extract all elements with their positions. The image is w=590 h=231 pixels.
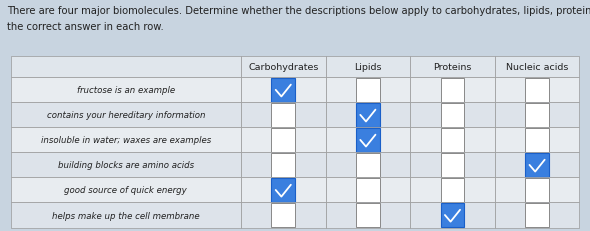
Bar [495, 103, 579, 128]
Bar [525, 203, 549, 227]
Bar [356, 178, 380, 202]
Bar [326, 203, 410, 228]
Bar [241, 103, 326, 128]
Bar [441, 203, 464, 227]
Bar [11, 57, 241, 78]
Text: the correct answer in each row.: the correct answer in each row. [7, 22, 164, 32]
Bar [241, 128, 326, 153]
Bar [441, 128, 464, 152]
Bar [410, 103, 495, 128]
Bar [271, 153, 295, 177]
Text: building blocks are amino acids: building blocks are amino acids [58, 161, 194, 170]
Bar [525, 128, 549, 152]
Bar [271, 203, 295, 227]
Bar [356, 128, 380, 152]
Bar [11, 153, 241, 178]
Bar [271, 128, 295, 152]
Bar [410, 57, 495, 78]
Bar [356, 153, 380, 177]
Text: helps make up the cell membrane: helps make up the cell membrane [52, 211, 199, 219]
Bar [495, 78, 579, 103]
Bar [441, 153, 464, 177]
Bar [326, 128, 410, 153]
Text: contains your hereditary information: contains your hereditary information [47, 111, 205, 120]
Bar [326, 78, 410, 103]
Bar [495, 128, 579, 153]
Bar [11, 78, 241, 103]
Text: Lipids: Lipids [354, 63, 382, 72]
Text: fructose is an example: fructose is an example [77, 86, 175, 95]
Bar [410, 178, 495, 203]
Bar [495, 57, 579, 78]
Bar [11, 128, 241, 153]
Bar [525, 178, 549, 202]
Bar [11, 103, 241, 128]
Bar [441, 79, 464, 102]
Bar [495, 203, 579, 228]
Text: Nucleic acids: Nucleic acids [506, 63, 568, 72]
Text: Carbohydrates: Carbohydrates [248, 63, 319, 72]
Bar [525, 79, 549, 102]
Bar [326, 57, 410, 78]
Bar [11, 178, 241, 203]
Bar [241, 78, 326, 103]
Bar [241, 153, 326, 178]
Bar [356, 79, 380, 102]
Bar [441, 178, 464, 202]
Bar [241, 178, 326, 203]
Bar [241, 57, 326, 78]
Text: Proteins: Proteins [433, 63, 471, 72]
Text: There are four major biomolecules. Determine whether the descriptions below appl: There are four major biomolecules. Deter… [7, 6, 590, 16]
Bar [441, 103, 464, 127]
Bar [356, 103, 380, 127]
Bar [495, 153, 579, 178]
Text: insoluble in water; waxes are examples: insoluble in water; waxes are examples [41, 136, 211, 145]
Bar [410, 78, 495, 103]
Bar [410, 153, 495, 178]
Bar [271, 79, 295, 102]
Bar [495, 178, 579, 203]
Bar [326, 178, 410, 203]
Text: good source of quick energy: good source of quick energy [64, 186, 187, 195]
Bar [241, 203, 326, 228]
Bar [410, 203, 495, 228]
Bar [356, 203, 380, 227]
Bar [326, 103, 410, 128]
Bar [326, 153, 410, 178]
Bar [410, 128, 495, 153]
Bar [525, 103, 549, 127]
Bar [271, 103, 295, 127]
Bar [11, 203, 241, 228]
Bar [271, 178, 295, 202]
Bar [525, 153, 549, 177]
